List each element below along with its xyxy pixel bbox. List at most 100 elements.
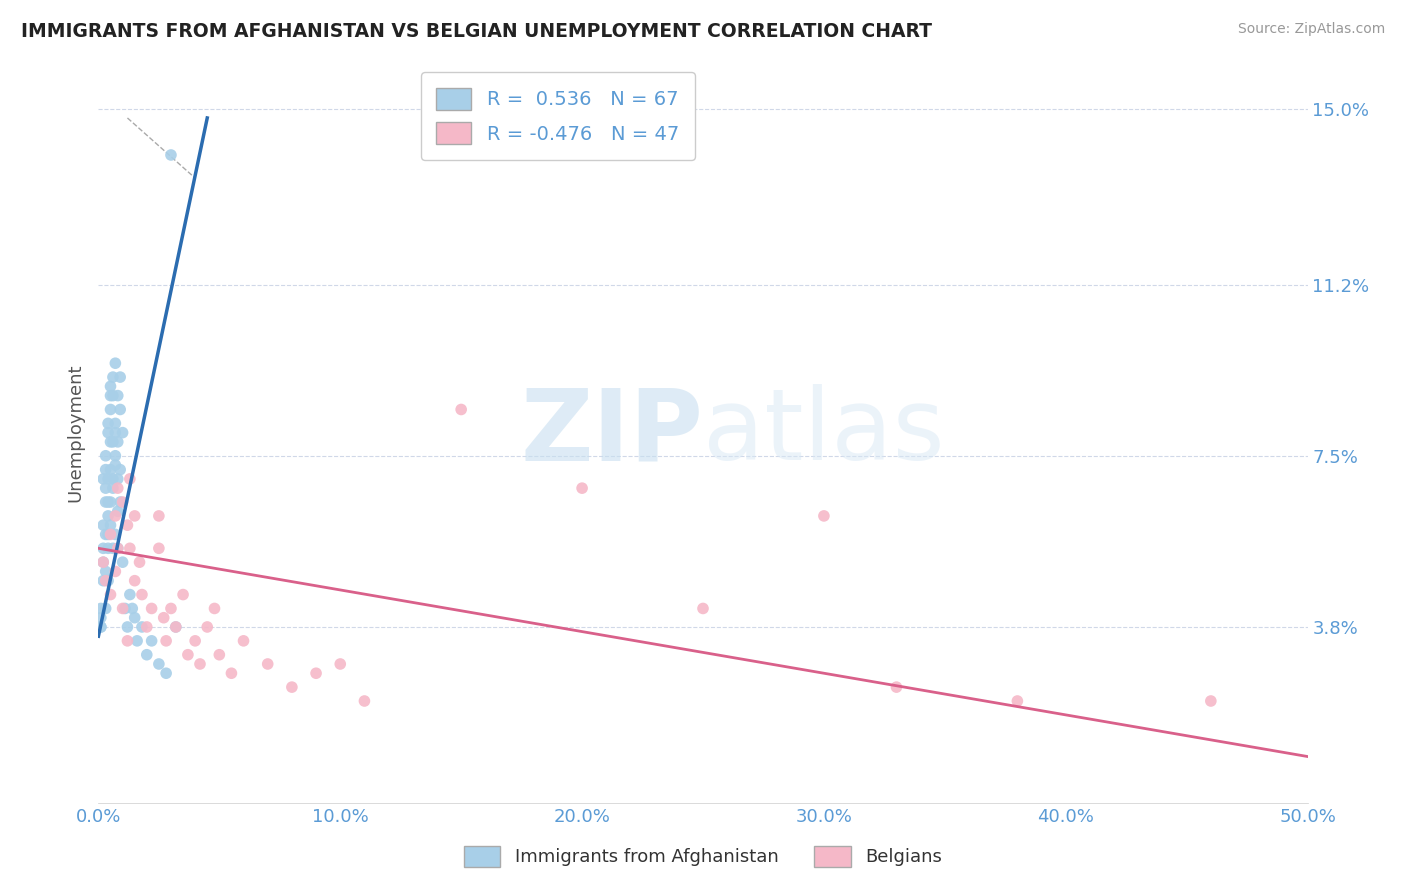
Point	[111, 555, 134, 569]
Point	[108, 495, 131, 509]
Point	[108, 370, 131, 384]
Text: Source: ZipAtlas.com: Source: ZipAtlas.com	[1237, 22, 1385, 37]
Point	[97, 541, 120, 556]
Point	[107, 541, 129, 556]
Point	[97, 495, 120, 509]
Point	[97, 472, 120, 486]
Point	[221, 666, 243, 681]
Point	[104, 458, 127, 472]
Point	[118, 472, 141, 486]
Point	[104, 356, 127, 370]
Point	[165, 620, 187, 634]
Point	[104, 508, 127, 523]
Point	[111, 495, 134, 509]
Point	[232, 633, 254, 648]
Point	[107, 481, 129, 495]
Point	[94, 481, 117, 495]
Point	[117, 620, 139, 634]
Point	[90, 610, 112, 624]
Point	[141, 601, 163, 615]
Point	[117, 633, 139, 648]
Point	[107, 434, 129, 449]
Point	[104, 565, 127, 579]
Point	[94, 574, 117, 588]
Point	[131, 620, 153, 634]
Point	[152, 610, 174, 624]
Point	[124, 508, 146, 523]
Point	[101, 434, 124, 449]
Point	[692, 601, 714, 615]
Point	[90, 620, 112, 634]
Point	[91, 472, 114, 486]
Point	[90, 601, 112, 615]
Point	[256, 657, 278, 671]
Text: IMMIGRANTS FROM AFGHANISTAN VS BELGIAN UNEMPLOYMENT CORRELATION CHART: IMMIGRANTS FROM AFGHANISTAN VS BELGIAN U…	[21, 22, 932, 41]
Legend: R =  0.536   N = 67, R = -0.476   N = 47: R = 0.536 N = 67, R = -0.476 N = 47	[420, 72, 695, 160]
Point	[195, 620, 218, 634]
Point	[94, 527, 117, 541]
Point	[135, 648, 157, 662]
Point	[100, 434, 122, 449]
Point	[111, 601, 134, 615]
Point	[281, 680, 304, 694]
Point	[104, 425, 127, 440]
Point	[94, 495, 117, 509]
Point	[329, 657, 352, 671]
Point	[90, 620, 112, 634]
Point	[124, 574, 146, 588]
Point	[886, 680, 908, 694]
Point	[108, 462, 131, 476]
Point	[101, 389, 124, 403]
Point	[94, 601, 117, 615]
Point	[97, 425, 120, 440]
Point	[124, 610, 146, 624]
Point	[101, 541, 124, 556]
Point	[155, 666, 177, 681]
Point	[100, 379, 122, 393]
Point	[111, 425, 134, 440]
Point	[107, 472, 129, 486]
Point	[100, 518, 122, 533]
Point	[91, 541, 114, 556]
Point	[305, 666, 328, 681]
Point	[104, 449, 127, 463]
Point	[101, 472, 124, 486]
Point	[101, 370, 124, 384]
Point	[172, 588, 194, 602]
Point	[128, 555, 150, 569]
Point	[177, 648, 200, 662]
Point	[104, 527, 127, 541]
Point	[813, 508, 835, 523]
Text: atlas: atlas	[703, 384, 945, 481]
Point	[204, 601, 226, 615]
Point	[107, 541, 129, 556]
Y-axis label: Unemployment: Unemployment	[66, 363, 84, 502]
Point	[100, 527, 122, 541]
Point	[107, 504, 129, 518]
Point	[148, 657, 170, 671]
Point	[91, 555, 114, 569]
Point	[100, 462, 122, 476]
Point	[1007, 694, 1029, 708]
Point	[94, 462, 117, 476]
Point	[148, 508, 170, 523]
Point	[208, 648, 231, 662]
Point	[91, 555, 114, 569]
Point	[450, 402, 472, 417]
Point	[141, 633, 163, 648]
Point	[97, 508, 120, 523]
Point	[160, 601, 183, 615]
Point	[571, 481, 593, 495]
Point	[1199, 694, 1222, 708]
Point	[135, 620, 157, 634]
Point	[160, 148, 183, 162]
Point	[121, 601, 143, 615]
Point	[165, 620, 187, 634]
Point	[118, 588, 141, 602]
Point	[94, 449, 117, 463]
Point	[108, 402, 131, 417]
Point	[97, 527, 120, 541]
Legend: Immigrants from Afghanistan, Belgians: Immigrants from Afghanistan, Belgians	[457, 838, 949, 874]
Point	[117, 518, 139, 533]
Point	[107, 389, 129, 403]
